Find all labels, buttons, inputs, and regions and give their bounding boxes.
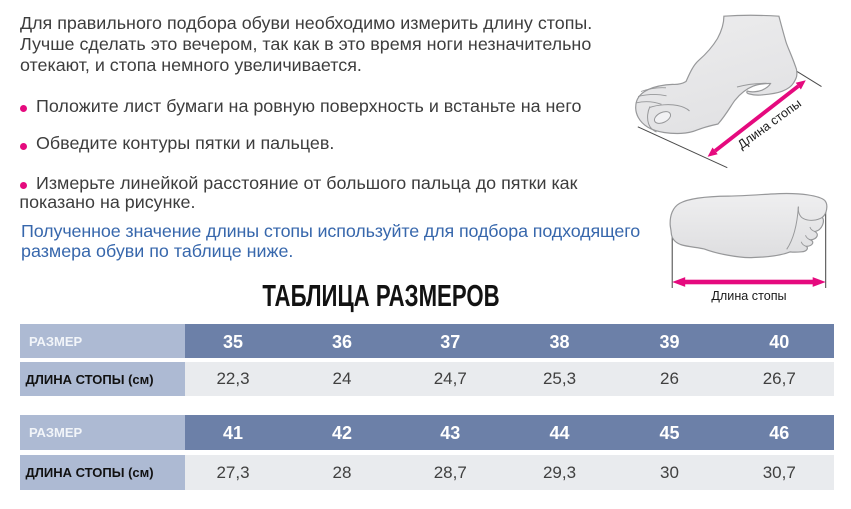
svg-text:Длина стопы: Длина стопы [711, 289, 786, 303]
